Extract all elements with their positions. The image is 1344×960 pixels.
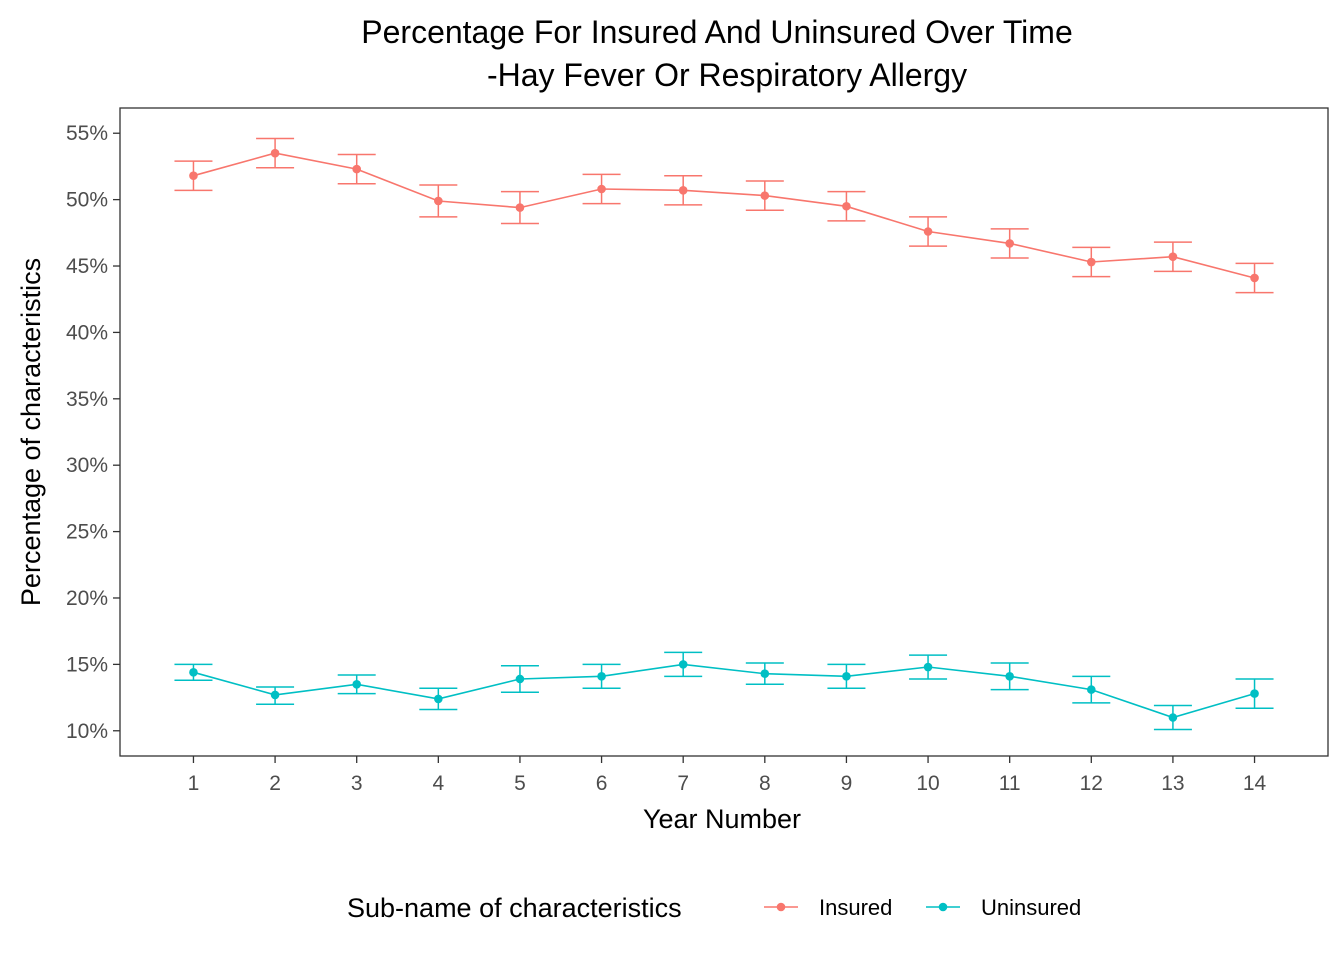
legend-key-point	[776, 902, 786, 912]
data-point	[760, 669, 770, 678]
plot-area	[119, 107, 1329, 757]
x-tick-label: 4	[432, 772, 444, 795]
y-tick-label: 25%	[66, 521, 108, 544]
data-point	[352, 164, 362, 174]
x-tick-label: 14	[1243, 772, 1267, 795]
legend-label: Uninsured	[981, 895, 1081, 920]
x-tick-label: 11	[999, 772, 1021, 795]
x-tick-label: 13	[1161, 772, 1184, 795]
data-point	[434, 196, 443, 206]
legend-key-point	[938, 902, 948, 912]
chart-title: Percentage For Insured And Uninsured Ove…	[361, 14, 1072, 50]
data-point	[842, 672, 851, 681]
data-point	[1168, 713, 1178, 722]
data-point	[923, 662, 933, 672]
data-point	[515, 203, 525, 212]
series-uninsured	[174, 651, 1274, 731]
data-point	[1005, 239, 1014, 248]
y-tick-label: 30%	[66, 454, 108, 477]
x-tick-label: 1	[188, 772, 200, 795]
plot-panel	[119, 107, 1329, 757]
y-tick-label: 50%	[66, 189, 108, 212]
data-point	[678, 186, 688, 195]
x-tick-label: 8	[759, 772, 771, 795]
series-line	[193, 663, 1255, 719]
data-point	[434, 694, 443, 704]
data-point	[1250, 273, 1259, 283]
y-tick-label: 10%	[66, 720, 108, 743]
y-axis: 10% 15% 20% 25% 30% 35% 40% 45% 50% 55%	[66, 122, 120, 743]
data-point	[189, 171, 198, 181]
chart-subtitle: -Hay Fever Or Respiratory Allergy	[487, 57, 967, 93]
y-tick-label: 40%	[66, 321, 108, 344]
data-point	[923, 227, 933, 236]
x-tick-label: 2	[269, 772, 281, 795]
data-point	[678, 660, 688, 669]
y-tick-label: 35%	[66, 388, 108, 411]
data-point	[760, 191, 770, 200]
x-tick-label: 5	[514, 772, 526, 795]
x-tick-label: 9	[841, 772, 853, 795]
data-point	[270, 690, 280, 700]
legend: Sub-name of characteristics Insured Unins…	[347, 893, 1081, 923]
y-tick-label: 20%	[66, 587, 108, 610]
data-point	[1086, 685, 1096, 694]
data-point	[597, 184, 606, 194]
y-axis-title: Percentage of characteristics	[16, 258, 46, 606]
data-point	[842, 201, 851, 211]
x-tick-label: 3	[351, 772, 363, 795]
y-tick-label: 15%	[66, 653, 108, 676]
x-axis: 1 2 3 4 5 6 7 8 9 10 11 12 13 14	[188, 756, 1267, 795]
data-point	[1250, 689, 1259, 698]
legend-item-insured: Insured	[764, 895, 892, 920]
data-point	[352, 679, 362, 689]
y-tick-label: 45%	[66, 255, 108, 278]
x-axis-title: Year Number	[643, 804, 801, 834]
data-point	[1086, 257, 1096, 267]
data-point	[515, 674, 525, 684]
data-point	[597, 672, 606, 681]
x-tick-label: 10	[916, 772, 939, 795]
series-insured	[174, 137, 1274, 294]
legend-item-uninsured: Uninsured	[926, 895, 1081, 920]
data-point	[270, 148, 280, 158]
x-tick-label: 12	[1080, 772, 1103, 795]
x-tick-label: 6	[596, 772, 608, 795]
series-line	[193, 152, 1255, 279]
data-point	[189, 668, 198, 677]
data-point	[1005, 672, 1014, 681]
legend-title: Sub-name of characteristics	[347, 893, 682, 923]
y-tick-label: 55%	[66, 122, 108, 145]
legend-label: Insured	[819, 895, 892, 920]
data-point	[1168, 252, 1178, 262]
x-tick-label: 7	[677, 772, 689, 795]
